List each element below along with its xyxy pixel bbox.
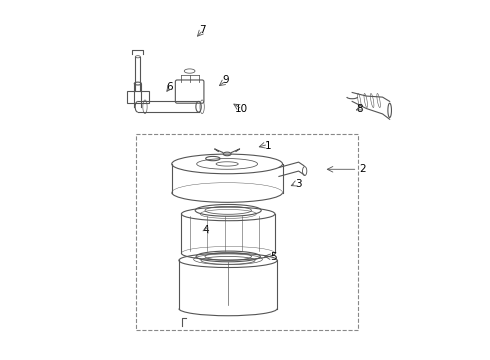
Bar [127, 91, 148, 103]
Text: 8: 8 [356, 104, 363, 113]
Text: 3: 3 [295, 179, 302, 189]
Text: 1: 1 [265, 141, 271, 151]
Text: 5: 5 [270, 252, 277, 262]
Text: 2: 2 [360, 164, 366, 174]
Text: 7: 7 [199, 25, 205, 35]
Text: 10: 10 [235, 104, 248, 113]
Bar [136, 134, 358, 330]
Text: 9: 9 [222, 75, 229, 85]
Text: 4: 4 [202, 225, 209, 235]
Text: 6: 6 [167, 82, 173, 92]
